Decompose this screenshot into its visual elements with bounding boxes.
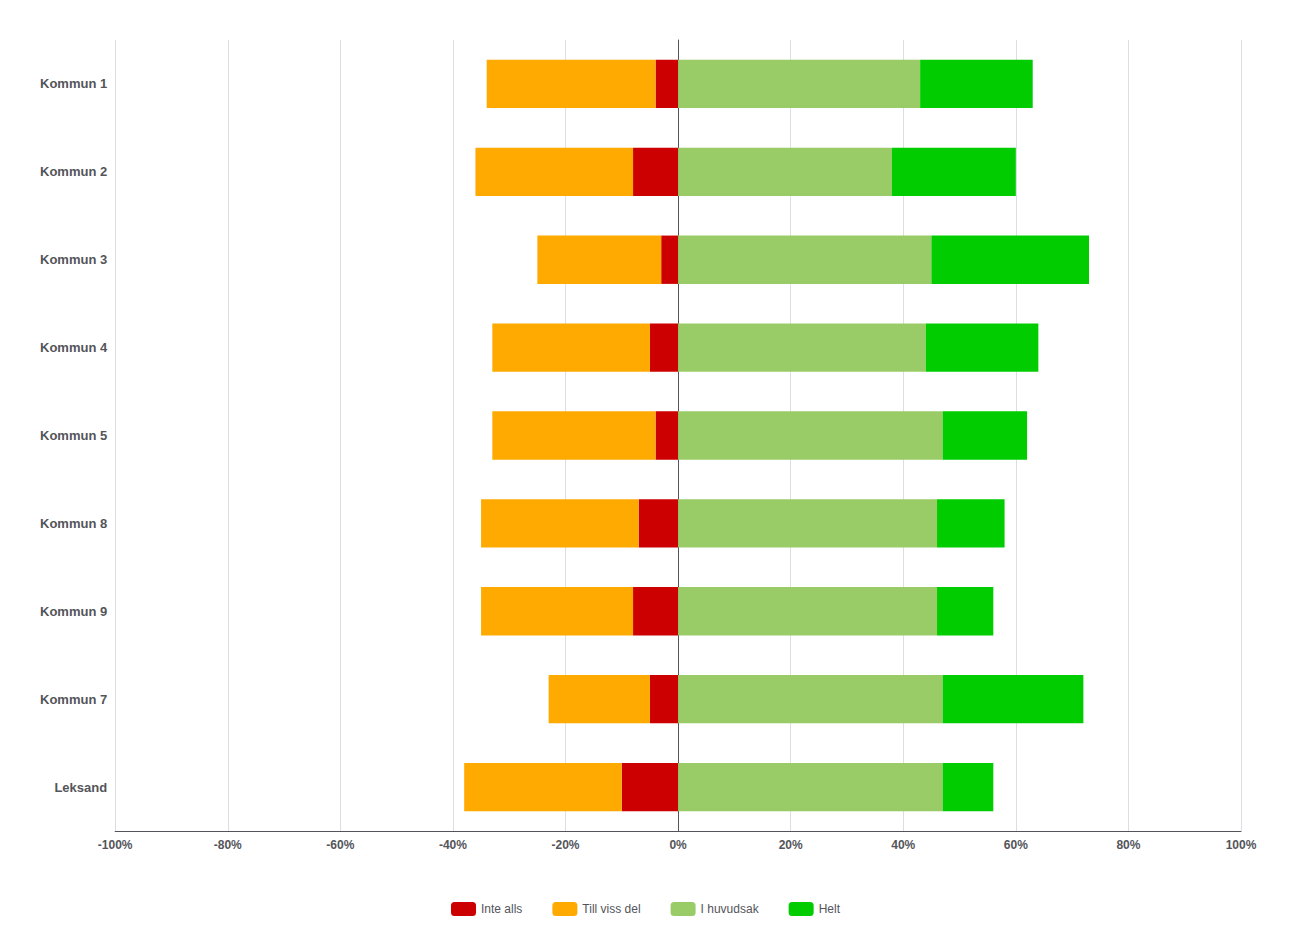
svg-text:-60%: -60%: [326, 838, 354, 852]
svg-text:Helt: Helt: [819, 902, 841, 916]
svg-text:Kommun 1: Kommun 1: [40, 76, 107, 91]
svg-text:-40%: -40%: [439, 838, 467, 852]
svg-text:Leksand: Leksand: [54, 780, 107, 795]
svg-text:60%: 60%: [1004, 838, 1028, 852]
svg-text:-80%: -80%: [214, 838, 242, 852]
svg-text:0%: 0%: [669, 838, 687, 852]
svg-text:-100%: -100%: [98, 838, 133, 852]
svg-text:Kommun 8: Kommun 8: [40, 516, 107, 531]
svg-text:Kommun 7: Kommun 7: [40, 692, 107, 707]
svg-text:Kommun 5: Kommun 5: [40, 428, 107, 443]
svg-text:100%: 100%: [1226, 838, 1257, 852]
svg-text:Till viss del: Till viss del: [582, 902, 640, 916]
svg-text:Kommun 4: Kommun 4: [40, 340, 108, 355]
svg-text:I huvudsak: I huvudsak: [701, 902, 760, 916]
svg-text:Kommun 9: Kommun 9: [40, 604, 107, 619]
svg-text:20%: 20%: [779, 838, 803, 852]
svg-text:80%: 80%: [1116, 838, 1140, 852]
svg-text:-20%: -20%: [551, 838, 579, 852]
svg-text:40%: 40%: [891, 838, 915, 852]
svg-text:Inte alls: Inte alls: [481, 902, 522, 916]
svg-text:Kommun 3: Kommun 3: [40, 252, 107, 267]
svg-text:Kommun 2: Kommun 2: [40, 164, 107, 179]
